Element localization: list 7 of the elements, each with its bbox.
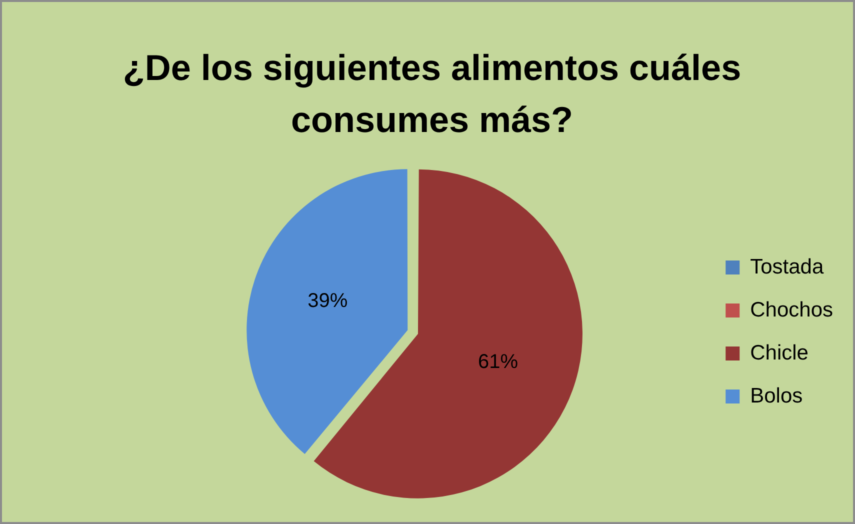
legend-label: Tostada — [750, 255, 824, 278]
legend-label: Bolos — [750, 384, 803, 408]
chart-title: ¿De los siguientes alimentos cuáles consumes más? — [122, 46, 742, 142]
legend-label: Chochos — [750, 298, 834, 322]
data-label: 61% — [478, 351, 518, 374]
legend-label: Chicle — [750, 341, 808, 364]
data-label: 39% — [308, 290, 348, 312]
